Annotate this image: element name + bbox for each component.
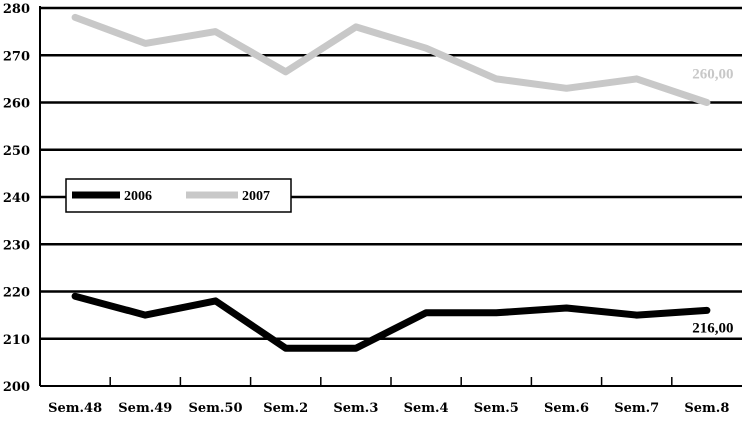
x-tick-label: Sem.5 <box>474 401 519 416</box>
y-tick-label-270: 270 <box>3 49 30 64</box>
x-tick-label: Sem.48 <box>48 401 102 416</box>
data-point-2007 <box>282 68 289 75</box>
data-point-2007 <box>493 75 500 82</box>
y-tick-label-280: 280 <box>3 2 30 17</box>
data-point-2006 <box>142 312 149 319</box>
series-line-2007 <box>71 13 711 106</box>
x-tick-label: Sem.49 <box>118 401 172 416</box>
y-tick-label-230: 230 <box>3 238 30 253</box>
y-tick-label-220: 220 <box>3 286 30 301</box>
data-point-2006 <box>352 345 359 352</box>
data-label-2006: 216,00 <box>692 320 733 336</box>
x-tick-label: Sem.7 <box>614 401 659 416</box>
x-tick-label: Sem.6 <box>544 401 589 416</box>
data-point-2007 <box>142 40 149 47</box>
data-point-2006 <box>563 305 570 312</box>
x-tick-label: Sem.8 <box>684 401 729 416</box>
data-point-2007 <box>212 28 219 35</box>
y-tick-label-200: 200 <box>3 380 30 395</box>
legend: 2006 2007 <box>65 178 292 213</box>
x-tick-label: Sem.4 <box>404 401 449 416</box>
x-axis-ticks: Sem.48 Sem.49 Sem.50 Sem.2 Sem.3 Sem.4 Sem.5 Se… <box>48 377 729 416</box>
data-point-2007 <box>72 14 79 21</box>
data-point-2006 <box>633 312 640 319</box>
y-tick-label-250: 250 <box>3 144 30 159</box>
data-point-2006 <box>72 293 79 300</box>
legend-label-2006: 2006 <box>124 189 152 204</box>
y-axis-ticks: 200 210 220 230 240 250 260 270 280 <box>3 2 30 395</box>
series-lines <box>71 13 711 352</box>
data-point-2007 <box>423 45 430 52</box>
y-tick-label-260: 260 <box>3 97 30 112</box>
data-point-2006 <box>282 345 289 352</box>
data-point-2006 <box>703 307 710 314</box>
data-point-2006 <box>493 309 500 316</box>
series-line-2006 <box>71 292 711 352</box>
data-point-2006 <box>423 309 430 316</box>
data-labels: 216,00 260,00 <box>692 67 733 337</box>
x-tick-label: Sem.3 <box>333 401 378 416</box>
gridlines <box>40 6 742 340</box>
data-point-2007 <box>563 85 570 92</box>
data-point-2007 <box>633 75 640 82</box>
data-label-2007: 260,00 <box>692 67 733 83</box>
legend-label-2007: 2007 <box>242 189 270 204</box>
data-point-2006 <box>212 297 219 304</box>
data-point-2007 <box>703 99 710 106</box>
data-point-2007 <box>352 23 359 30</box>
x-tick-label: Sem.50 <box>188 401 242 416</box>
x-tick-label: Sem.2 <box>263 401 308 416</box>
y-tick-label-210: 210 <box>3 333 30 348</box>
y-tick-label-240: 240 <box>3 191 30 206</box>
